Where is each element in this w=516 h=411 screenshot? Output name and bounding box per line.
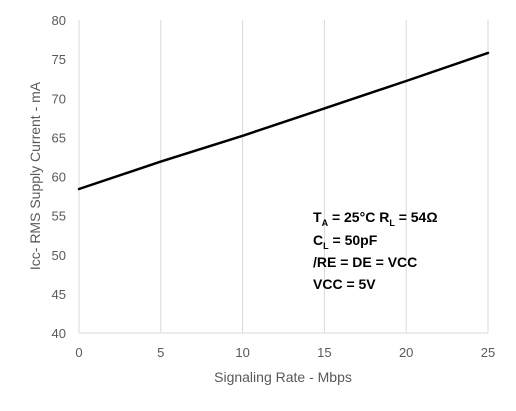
- x-tick-label: 20: [399, 345, 413, 360]
- y-tick-label: 55: [52, 209, 66, 224]
- y-tick-label: 60: [52, 170, 66, 185]
- annotation-line-2: CL = 50pF: [313, 232, 378, 251]
- axis-layer: 0 5 10 15 20 25 40 45 50 55 60 65 70 75 80: [52, 13, 496, 360]
- y-tick-label: 65: [52, 130, 66, 145]
- annotation-line-1: TA = 25°C RL = 54Ω: [313, 209, 438, 228]
- x-tick-label: 0: [75, 345, 82, 360]
- y-tick-label: 45: [52, 287, 66, 302]
- y-tick-label: 40: [52, 326, 66, 341]
- series-layer: [77, 51, 490, 191]
- y-tick-label: 50: [52, 248, 66, 263]
- series-line: [77, 51, 490, 191]
- annotation-line-3: /RE = DE = VCC: [313, 254, 417, 270]
- x-tick-label: 5: [157, 345, 164, 360]
- annotation-line-4: VCC = 5V: [313, 276, 376, 292]
- x-tick-label: 25: [481, 345, 495, 360]
- x-tick-label: 10: [235, 345, 249, 360]
- x-axis-title: Signaling Rate - Mbps: [214, 369, 352, 385]
- y-axis-title: Icc- RMS Supply Current - mA: [27, 81, 43, 270]
- y-tick-label: 75: [52, 52, 66, 67]
- y-tick-label: 80: [52, 13, 66, 28]
- annotation-box: TA = 25°C RL = 54Ω CL = 50pF /RE = DE = …: [313, 209, 438, 292]
- grid-layer: [78, 20, 489, 333]
- x-tick-label: 15: [317, 345, 331, 360]
- y-tick-label: 70: [52, 91, 66, 106]
